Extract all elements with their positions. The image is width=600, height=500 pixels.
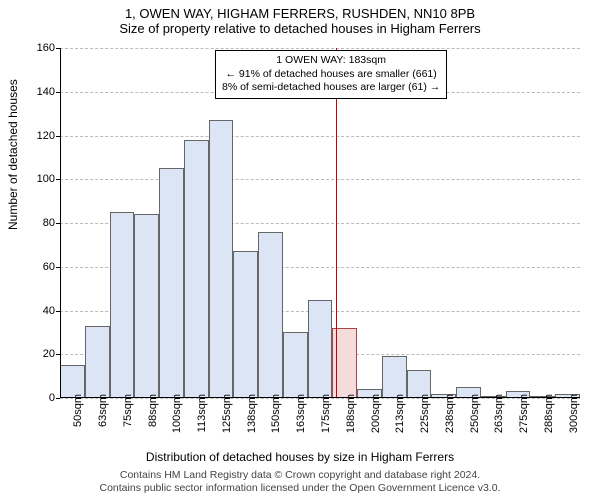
bar — [308, 300, 333, 398]
bar — [134, 214, 159, 398]
x-tick-label: 125sqm — [221, 394, 233, 433]
chart-footer: Contains HM Land Registry data © Crown c… — [0, 469, 600, 496]
chart-title: 1, OWEN WAY, HIGHAM FERRERS, RUSHDEN, NN… — [0, 0, 600, 21]
x-tick-label: 75sqm — [122, 394, 134, 427]
bar — [184, 140, 209, 398]
reference-line — [336, 48, 337, 398]
x-tick-label: 300sqm — [568, 394, 580, 433]
x-tick-label: 213sqm — [394, 394, 406, 433]
x-tick-label: 100sqm — [171, 394, 183, 433]
bar — [85, 326, 110, 398]
annotation-line: 8% of semi-detached houses are larger (6… — [222, 81, 440, 95]
x-tick-label: 88sqm — [147, 394, 159, 427]
bar — [159, 168, 184, 398]
histogram-chart: 1, OWEN WAY, HIGHAM FERRERS, RUSHDEN, NN… — [0, 0, 600, 500]
x-tick-label: 238sqm — [444, 394, 456, 433]
annotation-box: 1 OWEN WAY: 183sqm← 91% of detached hous… — [215, 50, 447, 99]
y-axis-label: Number of detached houses — [6, 79, 20, 230]
y-tick-label: 0 — [30, 392, 55, 404]
bar — [382, 356, 407, 398]
x-tick-label: 263sqm — [493, 394, 505, 433]
x-tick-label: 175sqm — [320, 394, 332, 433]
grid-line — [60, 179, 580, 180]
bar — [209, 120, 234, 398]
x-tick-label: 150sqm — [270, 394, 282, 433]
y-tick-label: 20 — [30, 348, 55, 360]
x-tick-label: 50sqm — [72, 394, 84, 427]
annotation-line: ← 91% of detached houses are smaller (66… — [222, 68, 440, 82]
x-tick-label: 113sqm — [196, 394, 208, 432]
bar — [233, 251, 258, 398]
y-tick-label: 100 — [30, 173, 55, 185]
y-tick-label: 40 — [30, 305, 55, 317]
x-axis-label: Distribution of detached houses by size … — [0, 450, 600, 464]
y-axis-line — [60, 48, 61, 398]
x-tick-label: 250sqm — [469, 394, 481, 433]
chart-subtitle: Size of property relative to detached ho… — [0, 21, 600, 40]
annotation-line: 1 OWEN WAY: 183sqm — [222, 54, 440, 68]
y-tick-label: 120 — [30, 130, 55, 142]
y-tick-mark — [56, 398, 60, 399]
x-tick-label: 63sqm — [97, 394, 109, 427]
x-tick-label: 275sqm — [518, 394, 530, 433]
grid-line — [60, 48, 580, 49]
x-tick-label: 163sqm — [295, 394, 307, 433]
x-tick-label: 188sqm — [345, 394, 357, 433]
x-tick-label: 288sqm — [543, 394, 555, 433]
x-tick-label: 200sqm — [370, 394, 382, 433]
x-tick-label: 138sqm — [246, 394, 258, 433]
grid-line — [60, 136, 580, 137]
y-tick-label: 140 — [30, 86, 55, 98]
x-axis-line — [60, 397, 580, 398]
bar — [110, 212, 135, 398]
x-tick-label: 225sqm — [419, 394, 431, 433]
footer-line-1: Contains HM Land Registry data © Crown c… — [0, 469, 600, 483]
footer-line-2: Contains public sector information licen… — [0, 482, 600, 496]
bar — [283, 332, 308, 398]
bar — [258, 232, 283, 398]
y-tick-label: 60 — [30, 261, 55, 273]
y-tick-label: 160 — [30, 42, 55, 54]
plot-area: 02040608010012014016050sqm63sqm75sqm88sq… — [60, 48, 580, 398]
y-tick-label: 80 — [30, 217, 55, 229]
